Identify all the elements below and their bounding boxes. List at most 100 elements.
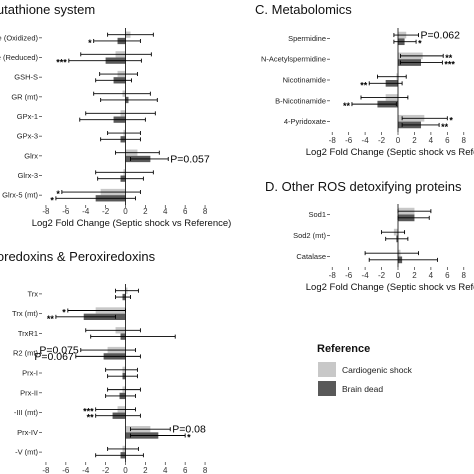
significance-annotation: * xyxy=(56,189,60,199)
category-label: Trx xyxy=(27,289,38,298)
significance-annotation: * xyxy=(187,432,191,442)
legend-swatch-cardiogenic-shock xyxy=(318,362,336,377)
significance-annotation: P=0.075 xyxy=(39,345,79,357)
panel-title: D. Other ROS detoxifying proteins xyxy=(265,179,462,194)
x-tick-label: -6 xyxy=(345,271,353,280)
category-label: Catalase xyxy=(296,252,326,261)
x-tick-label: -2 xyxy=(378,136,386,145)
panel-title: C. Metabolomics xyxy=(255,2,352,17)
x-tick-label: 0 xyxy=(396,271,401,280)
x-tick-label: 0 xyxy=(396,136,401,145)
significance-annotation: P=0.067 xyxy=(34,351,74,363)
x-tick-label: -4 xyxy=(82,207,90,216)
x-tick-label: 0 xyxy=(123,466,128,474)
x-tick-label: -4 xyxy=(362,271,370,280)
x-tick-label: -6 xyxy=(345,136,353,145)
x-axis-label: Log2 Fold Change (Septic shock vs Refere… xyxy=(306,147,474,158)
category-label: B-Nicotinamide xyxy=(275,96,326,105)
x-tick-label: -4 xyxy=(362,136,370,145)
significance-annotation: *** xyxy=(444,60,455,70)
x-axis-label: Log2 Fold Change (Septic shock vs Refere… xyxy=(32,218,232,229)
category-label: 4-Pyridoxate xyxy=(284,117,326,126)
significance-annotation: P=0.062 xyxy=(421,30,461,42)
significance-annotation: ** xyxy=(343,101,351,111)
x-tick-label: -2 xyxy=(102,207,110,216)
x-tick-label: 6 xyxy=(183,466,188,474)
category-label: Prx-I xyxy=(22,369,38,378)
legend-title: Reference xyxy=(317,343,370,355)
category-label: GR (mt) xyxy=(11,92,38,101)
x-tick-label: -8 xyxy=(42,466,50,474)
x-tick-label: -8 xyxy=(42,207,50,216)
x-tick-label: 8 xyxy=(462,136,467,145)
category-label: N-Acetylspermidine xyxy=(261,55,326,64)
category-label: -V (mt) xyxy=(15,448,38,457)
x-tick-label: 4 xyxy=(163,207,168,216)
x-tick-label: 2 xyxy=(143,207,148,216)
legend-item: Cardiogenic shock xyxy=(342,365,413,375)
significance-annotation: * xyxy=(50,195,54,205)
x-tick-label: -6 xyxy=(62,466,70,474)
x-tick-label: 8 xyxy=(203,207,208,216)
significance-annotation: P=0.057 xyxy=(170,153,210,165)
x-tick-label: 8 xyxy=(203,466,208,474)
category-label: Spermidine xyxy=(288,34,326,43)
significance-annotation: * xyxy=(62,308,66,318)
significance-annotation: ** xyxy=(441,122,449,132)
significance-annotation: ** xyxy=(47,314,55,324)
x-tick-label: 4 xyxy=(429,271,434,280)
x-tick-label: 2 xyxy=(412,136,417,145)
category-label: GPx-3 xyxy=(17,132,38,141)
category-label: Sod2 (mt) xyxy=(293,231,326,240)
x-tick-label: 6 xyxy=(445,136,450,145)
legend-item: Brain dead xyxy=(342,384,383,394)
x-tick-label: 2 xyxy=(412,271,417,280)
x-tick-label: -2 xyxy=(378,271,386,280)
panel-title: ioredoxins & Peroxiredoxins xyxy=(0,249,156,264)
panel-title: lutathione system xyxy=(0,2,95,17)
significance-annotation: * xyxy=(449,115,453,125)
category-label: Sod1 xyxy=(308,210,326,219)
category-label: -III (mt) xyxy=(14,408,39,417)
x-axis-label: Log2 Fold Change (Septic shock vs Refere… xyxy=(306,282,474,293)
category-label: Trx (mt) xyxy=(12,309,38,318)
significance-annotation: P=0.08 xyxy=(172,424,206,436)
x-tick-label: 4 xyxy=(163,466,168,474)
x-tick-label: -2 xyxy=(102,466,110,474)
x-tick-label: -8 xyxy=(329,136,337,145)
category-label: Glrx xyxy=(24,151,38,160)
x-tick-label: 2 xyxy=(143,466,148,474)
x-tick-label: -6 xyxy=(62,207,70,216)
x-tick-label: 8 xyxy=(462,271,467,280)
category-label: Glrx-3 xyxy=(18,171,38,180)
x-tick-label: 6 xyxy=(183,207,188,216)
significance-annotation: * xyxy=(88,38,92,48)
category-label: R2 (mt) xyxy=(13,349,39,358)
x-tick-label: 6 xyxy=(445,271,450,280)
category-label: thione (Oxidized) xyxy=(0,33,38,42)
x-tick-label: -4 xyxy=(82,466,90,474)
category-label: Nicotinamide xyxy=(283,76,326,85)
category-label: Prx-IV xyxy=(17,428,38,437)
category-label: Prx-II xyxy=(20,388,38,397)
legend-swatch-brain-dead xyxy=(318,381,336,396)
chart-panel-0: lutathione system -8 -6 -4 -2 0 2 4 6 8 Log2 Fold … xyxy=(0,2,231,229)
category-label: GSH-S xyxy=(14,73,38,82)
category-label: Glrx-5 (mt) xyxy=(2,191,38,200)
significance-annotation: ** xyxy=(87,413,95,423)
x-tick-label: 0 xyxy=(123,207,128,216)
significance-annotation: ** xyxy=(360,80,368,90)
x-tick-label: -8 xyxy=(329,271,337,280)
chart-panel-1: C. Metabolomics -8 -6 -4 -2 0 2 4 6 8 Log2 Fold Ch… xyxy=(255,2,474,158)
x-tick-label: 4 xyxy=(429,136,434,145)
chart-panel-2: D. Other ROS detoxifying proteins -8 -6 -4-… xyxy=(265,179,474,293)
significance-annotation: ** xyxy=(445,53,453,63)
legend: Reference Cardiogenic shock Brain dead xyxy=(317,343,413,396)
category-label: TrxR1 xyxy=(18,329,38,338)
significance-annotation: *** xyxy=(83,406,94,416)
significance-annotation: * xyxy=(418,39,422,49)
category-label: GPx-1 xyxy=(17,112,38,121)
significance-annotation: *** xyxy=(56,58,67,68)
category-label: thione (Reduced) xyxy=(0,53,38,62)
